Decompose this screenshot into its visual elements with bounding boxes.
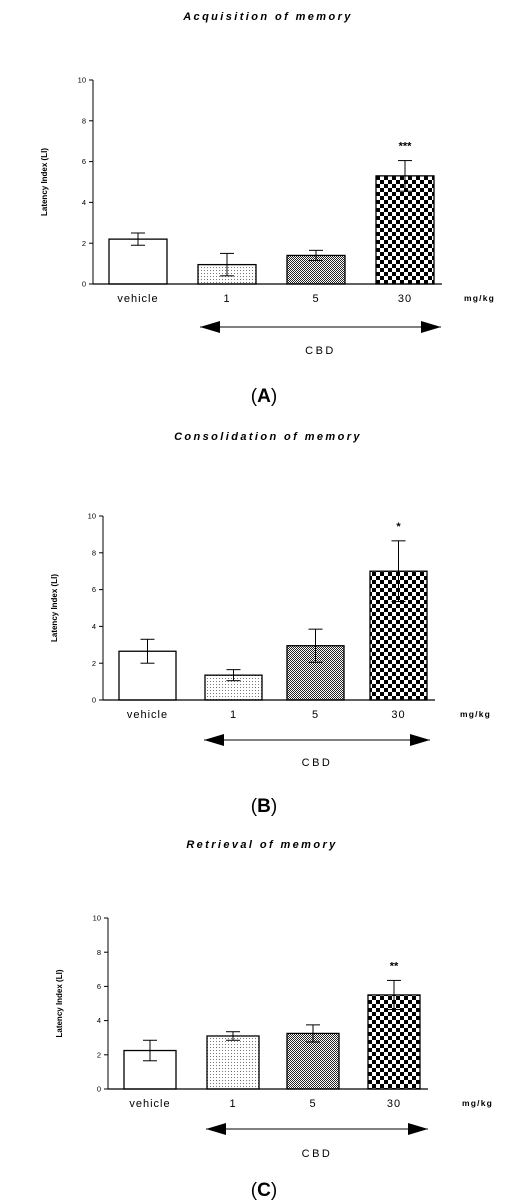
bar-5 [286,1032,340,1090]
y-tick-label: 4 [82,198,86,207]
y-tick-label: 10 [78,76,86,85]
x-tick-label: 5 [312,293,319,305]
y-tick-label: 0 [92,696,96,705]
x-tick-label: 1 [230,709,237,721]
chart-title: Retrieval of memory [186,839,337,851]
x-tick-label: 5 [309,1098,316,1110]
unit-label: mg/kg [464,293,495,303]
bar-30 [375,175,435,285]
x-tick-label: 30 [387,1098,401,1110]
bar-vehicle [108,238,168,285]
y-tick-label: 4 [92,622,96,631]
x-tick-label: 1 [223,293,230,305]
x-tick-label: vehicle [127,709,168,721]
y-tick-label: 0 [82,280,86,289]
chart-panel-c: Retrieval of memory 0 2 4 6 8 10 Latency Index … [55,839,493,1201]
panel-label: (B) [251,796,277,817]
y-tick-label: 10 [88,512,96,521]
unit-label: mg/kg [462,1098,493,1108]
x-tick-label: vehicle [129,1098,170,1110]
y-tick-label: 10 [93,914,101,923]
y-tick-label: 2 [82,239,86,248]
y-tick-label: 8 [92,548,96,557]
significance-marker: * [396,521,401,533]
x-tick-label: 30 [398,293,412,305]
panel-label: (C) [251,1180,277,1201]
chart-panel-b: Consolidation of memory 0 2 4 6 8 10 Latency In… [50,431,491,817]
x-tick-label: 5 [312,709,319,721]
x-tick-label: vehicle [117,293,158,305]
chart-panel-a: Acquisition of memory 0 2 4 6 8 10 Latency Inde… [40,11,495,407]
y-tick-label: 2 [97,1050,101,1059]
y-tick-label: 8 [82,116,86,125]
bar-30 [367,994,421,1090]
y-tick-label: 2 [92,659,96,668]
significance-marker: *** [399,141,413,153]
panel-label: (A) [251,386,277,407]
x-tick-label: 30 [391,709,405,721]
chart-title: Acquisition of memory [182,11,353,23]
chart-title: Consolidation of memory [174,431,362,443]
x-tick-label: 1 [229,1098,236,1110]
y-axis-label: Latency Index (LI) [50,574,59,642]
unit-label: mg/kg [460,709,491,719]
group-label: CBD [302,757,333,769]
bar-1 [206,1035,260,1090]
y-tick-label: 6 [82,157,86,166]
y-tick-label: 6 [92,585,96,594]
y-tick-label: 8 [97,948,101,957]
group-label: CBD [305,345,336,357]
group-label: CBD [302,1148,333,1160]
y-axis-label: Latency Index (LI) [55,969,64,1037]
significance-marker: ** [390,960,399,972]
y-tick-label: 6 [97,982,101,991]
y-tick-label: 0 [97,1085,101,1094]
y-axis-label: Latency Index (LI) [40,148,49,216]
y-tick-label: 4 [97,1016,101,1025]
